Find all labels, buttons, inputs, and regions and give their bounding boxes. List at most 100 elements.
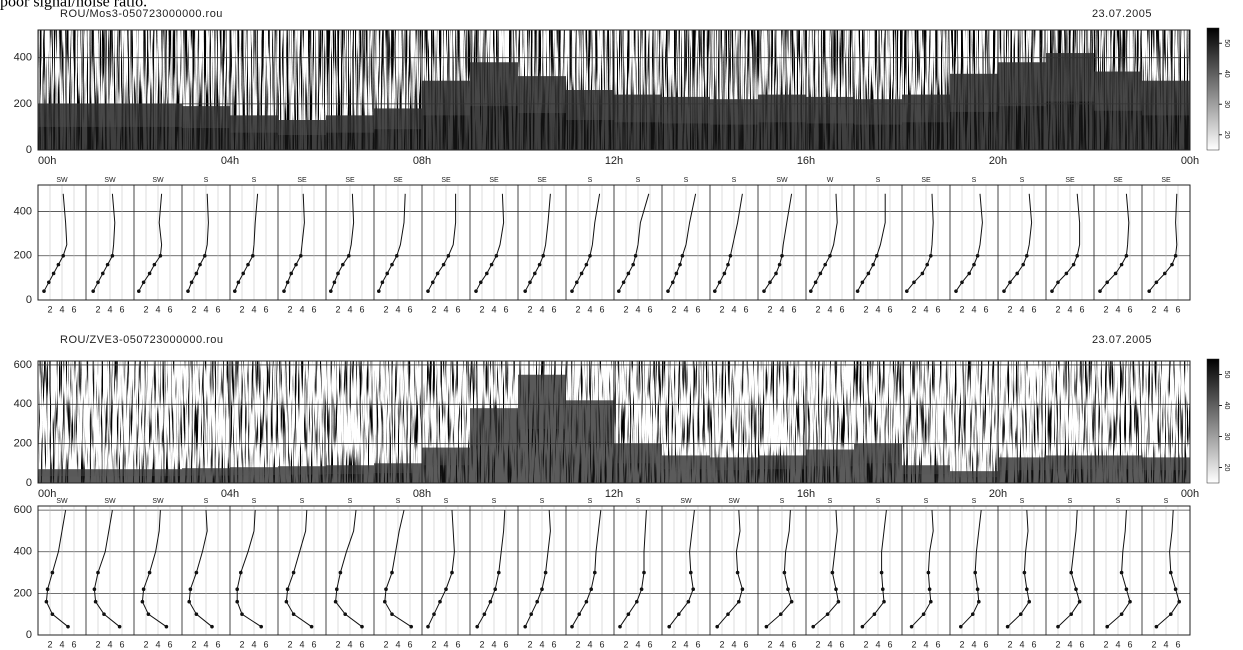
x-tick-label: 6 xyxy=(455,304,460,314)
profile-point xyxy=(1119,612,1124,616)
profile-point xyxy=(45,587,50,592)
wind-direction: SW xyxy=(680,498,692,505)
profile-point xyxy=(1128,599,1132,604)
profile-point xyxy=(912,280,916,285)
x-tick-label: 2 xyxy=(47,304,52,314)
profile-point xyxy=(446,253,451,258)
x-tick-label: 4 xyxy=(203,639,208,649)
echo-layer xyxy=(1046,53,1094,151)
profile-point xyxy=(589,587,593,592)
x-tick-label: 2 xyxy=(767,639,772,649)
profile-point xyxy=(740,587,745,592)
echo-layer xyxy=(470,408,518,483)
x-tick-label: 2 xyxy=(911,639,916,649)
x-tick-label: 4 xyxy=(1163,639,1168,649)
profile-point xyxy=(409,624,414,629)
profile-point xyxy=(299,253,303,258)
profile-point xyxy=(384,587,388,592)
echo-layer xyxy=(278,466,326,483)
wind-direction: SW xyxy=(104,498,116,505)
echo-layer-texture xyxy=(1142,457,1190,471)
profile-point xyxy=(146,612,151,616)
wind-direction: SW xyxy=(56,177,68,184)
profile-point xyxy=(1098,289,1102,293)
profile-line xyxy=(1003,193,1033,292)
profile-point xyxy=(959,624,963,629)
profile-point xyxy=(726,262,730,267)
wind-direction: S xyxy=(684,177,689,184)
x-tick-label: 6 xyxy=(599,639,604,649)
x-tick-label: 2 xyxy=(239,639,244,649)
profile-point xyxy=(1075,253,1079,258)
profile-point xyxy=(210,624,214,629)
profile-point xyxy=(971,612,975,616)
x-tick-label: 16h xyxy=(797,155,815,167)
profile-point xyxy=(1069,612,1073,616)
echo-layer-texture xyxy=(1094,455,1142,470)
profile-point xyxy=(1105,280,1109,285)
profile-point xyxy=(239,570,243,575)
profile-point xyxy=(377,289,381,293)
echo-layer xyxy=(998,62,1046,150)
x-tick-label: 6 xyxy=(647,304,652,314)
profile-point xyxy=(1056,624,1060,629)
x-tick-label: 4 xyxy=(971,304,976,314)
x-tick-label: 6 xyxy=(743,639,748,649)
echo-layer-texture xyxy=(278,120,326,135)
profile-point xyxy=(1025,253,1029,258)
x-tick-label: 20h xyxy=(989,488,1007,500)
echo-layer-texture xyxy=(614,94,662,123)
y-tick-label: 600 xyxy=(14,359,32,371)
profile-point xyxy=(686,599,691,604)
x-tick-label: 6 xyxy=(359,304,364,314)
profile-point xyxy=(1119,262,1124,267)
y-tick-label: 200 xyxy=(14,587,32,599)
echo-layer-texture xyxy=(998,62,1046,107)
wind-direction: S xyxy=(732,177,737,184)
wind-direction: S xyxy=(444,498,449,505)
x-tick-label: 6 xyxy=(647,639,652,649)
x-tick-label: 2 xyxy=(1151,304,1156,314)
x-tick-label: 2 xyxy=(239,304,244,314)
profile-point xyxy=(618,624,622,629)
echo-layer-texture xyxy=(902,465,950,475)
profile-point xyxy=(834,587,838,592)
wind-direction: SW xyxy=(152,498,164,505)
x-tick-label: 6 xyxy=(695,639,700,649)
x-tick-label: 4 xyxy=(1067,639,1072,649)
profile-point xyxy=(141,280,146,285)
x-tick-label: 4 xyxy=(107,304,112,314)
y-tick-label: 0 xyxy=(26,144,32,156)
profile-point xyxy=(383,599,387,604)
x-tick-label: 08h xyxy=(413,488,431,500)
x-tick-label: 2 xyxy=(863,304,868,314)
echo-layer xyxy=(230,467,278,483)
profile-point xyxy=(774,271,778,276)
colorbar xyxy=(1206,27,1220,151)
profile-point xyxy=(96,280,100,285)
x-tick-label: 4 xyxy=(587,639,592,649)
profile-point xyxy=(975,587,980,592)
profile-line xyxy=(1007,510,1030,628)
echo-layer-texture xyxy=(182,106,230,129)
profile-point xyxy=(818,271,823,276)
profile-point xyxy=(926,570,931,575)
x-tick-label: 6 xyxy=(359,639,364,649)
x-tick-label: 6 xyxy=(407,304,412,314)
echo-layer xyxy=(470,62,518,150)
x-tick-label: 4 xyxy=(1019,639,1024,649)
profile-point xyxy=(493,587,498,592)
profile-point xyxy=(1077,599,1082,604)
x-tick-label: 00h xyxy=(1181,155,1199,167)
profile-point xyxy=(960,280,964,285)
profile-point xyxy=(975,253,980,258)
y-tick-label: 400 xyxy=(14,398,32,410)
wind-direction: SE xyxy=(1113,177,1123,184)
echo-layer xyxy=(230,115,278,150)
x-tick-label: 4 xyxy=(155,639,160,649)
echo-layer-texture xyxy=(1094,71,1142,111)
wind-direction: S xyxy=(1164,498,1169,505)
x-tick-label: 2 xyxy=(479,304,484,314)
profile-line xyxy=(862,510,887,628)
x-tick-label: 2 xyxy=(911,304,916,314)
